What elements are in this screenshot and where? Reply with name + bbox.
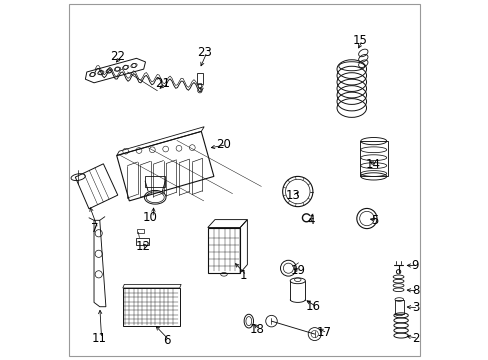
Text: 13: 13 [285,189,300,202]
Text: 22: 22 [110,50,125,63]
Text: 11: 11 [91,332,106,345]
Text: 10: 10 [142,211,157,224]
Text: 8: 8 [411,284,418,297]
Bar [197,73,203,84]
Text: 2: 2 [411,332,418,345]
Text: 21: 21 [155,77,169,90]
Text: 9: 9 [411,259,418,272]
Text: 20: 20 [216,138,231,151]
Text: 3: 3 [411,301,418,314]
Bar [198,83,201,87]
Text: 18: 18 [249,323,264,336]
Bar [137,229,143,233]
Bar [394,300,403,314]
Text: 1: 1 [240,269,247,282]
Bar [136,238,149,245]
Text: 19: 19 [290,264,305,277]
Text: 6: 6 [163,334,170,347]
Text: 4: 4 [307,214,314,227]
Bar [122,288,179,326]
Text: 23: 23 [196,46,211,59]
Text: 7: 7 [91,222,99,235]
Text: 15: 15 [351,34,366,47]
Bar [145,176,165,187]
Text: 12: 12 [135,240,150,253]
Text: 5: 5 [370,214,378,227]
Text: 17: 17 [316,327,331,339]
Text: 14: 14 [365,158,380,171]
Text: 16: 16 [305,300,321,313]
